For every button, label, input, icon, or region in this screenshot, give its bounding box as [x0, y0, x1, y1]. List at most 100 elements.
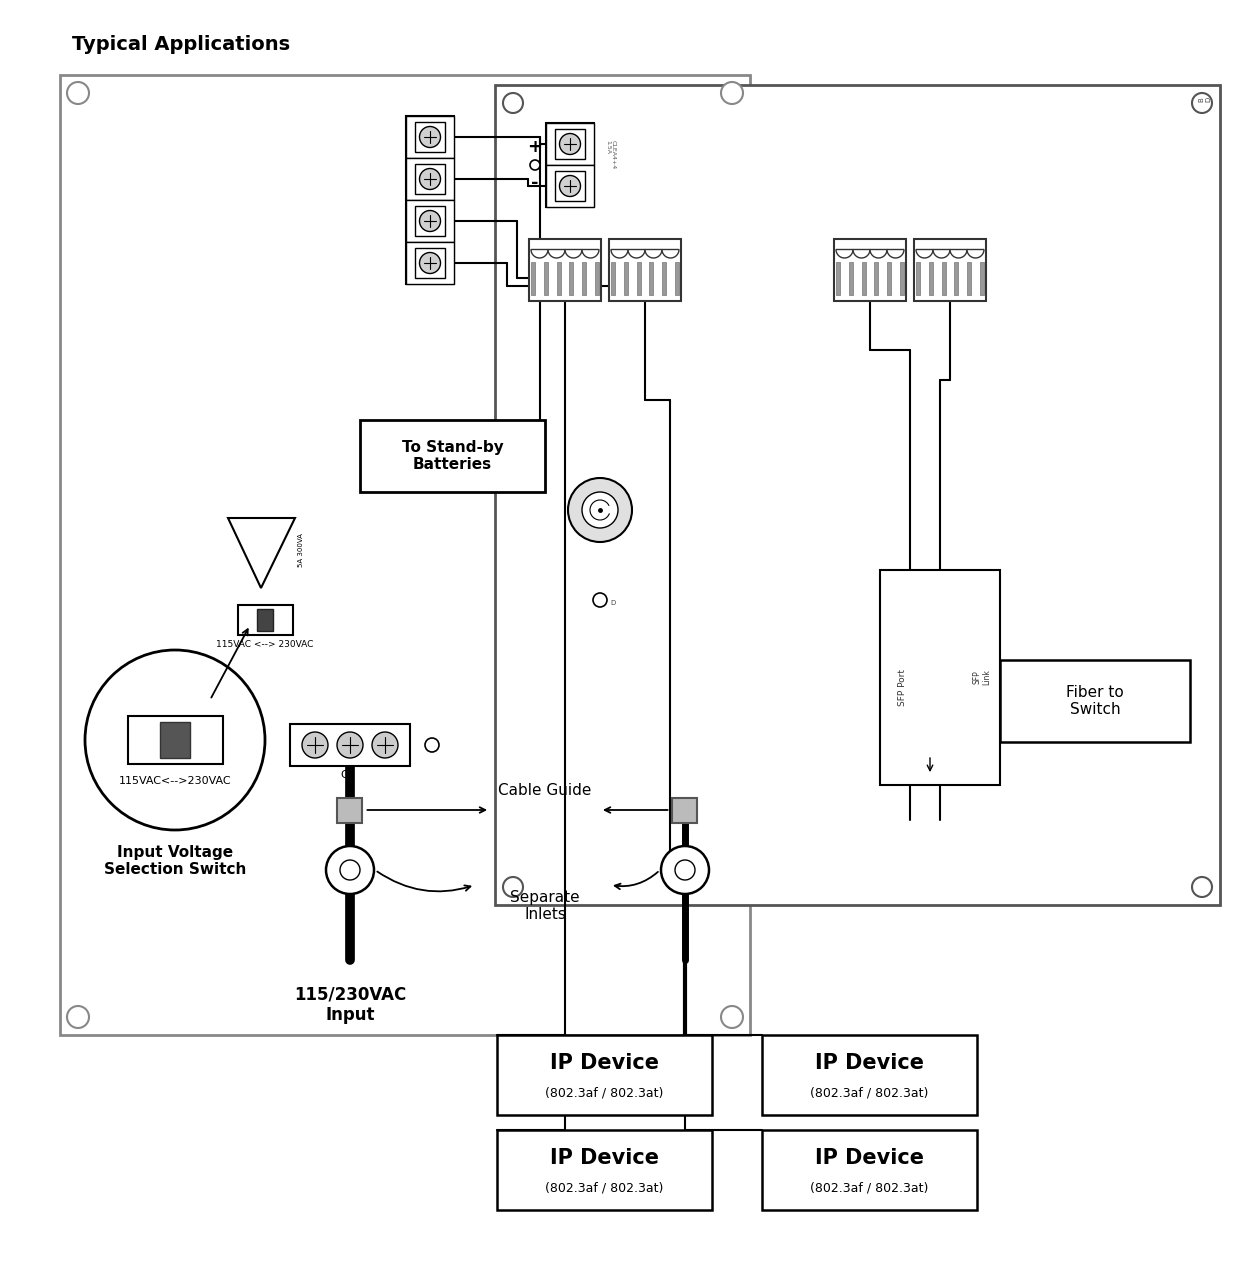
Circle shape: [341, 860, 361, 881]
Bar: [257, 609, 273, 631]
Bar: [762, 1036, 977, 1115]
Circle shape: [68, 82, 89, 104]
Bar: [238, 605, 293, 635]
Bar: [929, 262, 933, 294]
Polygon shape: [933, 250, 950, 259]
Bar: [416, 248, 444, 278]
Text: B
D: B D: [1198, 97, 1212, 102]
Text: (802.3af / 802.3at): (802.3af / 802.3at): [546, 1087, 664, 1100]
Bar: [160, 722, 190, 758]
Bar: [497, 1130, 712, 1210]
Polygon shape: [611, 250, 629, 259]
Circle shape: [419, 210, 441, 232]
Circle shape: [503, 93, 523, 113]
Bar: [608, 239, 681, 301]
Bar: [530, 239, 601, 301]
Circle shape: [419, 127, 441, 147]
Bar: [623, 262, 627, 294]
Text: IP Device: IP Device: [550, 1148, 659, 1167]
Bar: [861, 262, 865, 294]
Bar: [849, 262, 853, 294]
Bar: [60, 76, 750, 1036]
Bar: [406, 116, 454, 284]
Bar: [570, 262, 573, 294]
Polygon shape: [967, 250, 984, 259]
Text: 5A 300VA: 5A 300VA: [298, 532, 304, 567]
Bar: [900, 262, 904, 294]
Circle shape: [661, 846, 709, 893]
Bar: [290, 724, 409, 765]
Text: +: +: [527, 138, 542, 156]
Text: SFP Port: SFP Port: [898, 669, 906, 707]
Circle shape: [337, 732, 363, 758]
Circle shape: [419, 252, 441, 274]
Text: G: G: [341, 771, 349, 780]
Bar: [636, 262, 641, 294]
Bar: [942, 262, 945, 294]
Text: (802.3af / 802.3at): (802.3af / 802.3at): [546, 1181, 664, 1194]
Text: (802.3af / 802.3at): (802.3af / 802.3at): [810, 1087, 929, 1100]
Bar: [557, 262, 561, 294]
Text: D: D: [610, 600, 615, 605]
Text: Cable Guide: Cable Guide: [498, 783, 592, 797]
Bar: [406, 116, 454, 157]
Bar: [980, 262, 984, 294]
Polygon shape: [228, 518, 295, 588]
Bar: [762, 1130, 977, 1210]
Circle shape: [593, 593, 607, 607]
Polygon shape: [629, 250, 645, 259]
Bar: [556, 172, 585, 201]
Text: 115VAC<-->230VAC: 115VAC<-->230VAC: [119, 776, 232, 786]
Bar: [338, 797, 363, 823]
Circle shape: [1192, 877, 1212, 897]
Text: SFP
Link: SFP Link: [973, 669, 992, 685]
Bar: [595, 262, 598, 294]
Bar: [1000, 660, 1189, 742]
Circle shape: [721, 82, 742, 104]
Polygon shape: [853, 250, 870, 259]
Bar: [888, 262, 891, 294]
Circle shape: [503, 877, 523, 897]
Bar: [546, 165, 593, 207]
Bar: [968, 262, 972, 294]
Bar: [874, 262, 879, 294]
Bar: [836, 262, 840, 294]
Bar: [361, 420, 545, 492]
Text: IP Device: IP Device: [815, 1053, 924, 1073]
Bar: [543, 262, 548, 294]
Bar: [954, 262, 958, 294]
Text: Separate
Inlets: Separate Inlets: [510, 890, 580, 923]
Polygon shape: [548, 250, 565, 259]
Circle shape: [326, 846, 374, 893]
Circle shape: [419, 169, 441, 189]
Polygon shape: [645, 250, 662, 259]
Bar: [546, 123, 593, 165]
Bar: [495, 84, 1219, 905]
Text: To Stand-by
Batteries: To Stand-by Batteries: [402, 440, 503, 472]
Circle shape: [85, 650, 265, 829]
Circle shape: [568, 477, 632, 541]
Bar: [406, 200, 454, 242]
Bar: [611, 262, 615, 294]
Text: Fiber to
Switch: Fiber to Switch: [1067, 685, 1124, 717]
Polygon shape: [916, 250, 933, 259]
Text: -: -: [531, 174, 538, 192]
Polygon shape: [886, 250, 904, 259]
Bar: [531, 262, 535, 294]
Polygon shape: [582, 250, 598, 259]
Polygon shape: [531, 250, 548, 259]
Bar: [406, 242, 454, 284]
Bar: [675, 262, 679, 294]
Polygon shape: [565, 250, 582, 259]
Bar: [416, 206, 444, 236]
Text: Typical Applications: Typical Applications: [73, 35, 290, 54]
Circle shape: [68, 1006, 89, 1028]
Bar: [834, 239, 906, 301]
Polygon shape: [662, 250, 679, 259]
Circle shape: [721, 1006, 742, 1028]
Text: IP Device: IP Device: [815, 1148, 924, 1167]
Circle shape: [582, 492, 618, 529]
Circle shape: [372, 732, 398, 758]
Bar: [416, 123, 444, 152]
Bar: [406, 157, 454, 200]
